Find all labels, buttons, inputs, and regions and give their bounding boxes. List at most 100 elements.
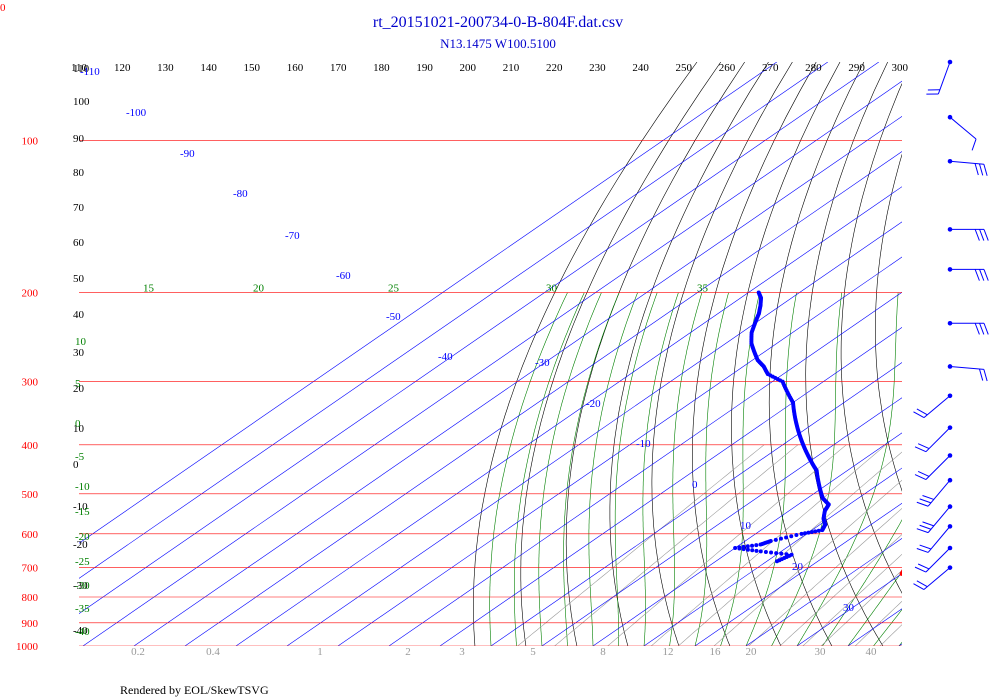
temperature-point <box>990 231 994 235</box>
temperature-point <box>973 273 977 277</box>
dewpoint-point <box>741 547 746 552</box>
temperature-point <box>944 377 948 381</box>
temperature-point <box>953 349 957 353</box>
dry-adiabat <box>651 62 793 646</box>
temperature-point <box>981 252 985 256</box>
temperature-point <box>941 404 945 408</box>
temperature-point <box>968 292 972 296</box>
temperature-point <box>940 429 944 433</box>
temperature-point <box>907 561 911 565</box>
moist-adiabat <box>669 292 703 646</box>
dewpoint-point <box>754 548 759 553</box>
theta-tick-label: 290 <box>848 62 865 74</box>
isotherm-label: 30 <box>843 602 855 614</box>
temperature-point <box>945 368 949 372</box>
mixing-ratio-label: 5 <box>530 646 536 658</box>
temperature-point <box>906 563 910 567</box>
moist-label: 35 <box>697 283 709 295</box>
temperature-point <box>924 492 928 496</box>
isotherm-label: -70 <box>285 230 300 242</box>
moist-adiabat <box>489 292 568 646</box>
temperature-point <box>937 457 941 461</box>
isotherm-label: 0 <box>692 479 698 491</box>
dry-adiabat <box>520 62 722 646</box>
temperature-point <box>968 291 972 295</box>
isotherm-label: 20 <box>792 561 804 573</box>
temperature-point <box>951 352 955 356</box>
dewpoint-point <box>809 529 814 534</box>
temperature-point <box>940 407 944 411</box>
temperature-point <box>909 558 913 562</box>
pressure-tick-label: 700 <box>22 563 39 575</box>
dry-adiabat-label: 50 <box>73 273 85 285</box>
moist-label: 30 <box>546 283 558 295</box>
temperature-point <box>957 335 961 339</box>
isotherm <box>950 62 1000 646</box>
temperature-point <box>955 343 959 347</box>
wind-barb-flag <box>979 269 985 281</box>
moist-adiabat <box>538 292 602 646</box>
temperature-point <box>934 464 938 468</box>
theta-tick-label: 300 <box>892 62 909 74</box>
temperature-point <box>917 512 921 516</box>
temperature-point <box>939 444 943 448</box>
wind-barb-flag <box>917 563 930 570</box>
dry-adiabat <box>875 153 902 492</box>
moist-adiabat <box>614 292 658 646</box>
chart-title: rt_20151021-200734-0-B-804F.dat.csv <box>373 14 623 31</box>
temperature-point <box>944 373 948 377</box>
mixing-ratio-line <box>779 534 902 646</box>
wind-barb-flag <box>978 163 984 176</box>
temperature-point <box>941 424 945 428</box>
temperature-point <box>918 517 922 521</box>
theta-tick-label: 200 <box>460 62 477 74</box>
theta-tick-label: 180 <box>373 62 390 74</box>
dry-adiabat-label: 30 <box>73 347 85 359</box>
temperature-point <box>921 536 925 540</box>
temperature-point <box>944 389 948 393</box>
dry-adiabat <box>692 62 817 646</box>
wind-barb-flag <box>974 163 979 176</box>
temperature-point <box>962 319 966 323</box>
dewpoint-point <box>794 533 799 538</box>
temperature-point <box>923 534 927 538</box>
dewpoint-point <box>763 549 768 554</box>
wind-barb-flag <box>916 501 929 507</box>
wind-barb-station <box>947 158 953 164</box>
mixing-ratio-line <box>678 451 902 646</box>
temperature-point <box>942 421 946 425</box>
pressure-tick-label: 100 <box>22 135 39 147</box>
dewpoint-point <box>769 550 774 555</box>
temperature-point <box>925 490 929 494</box>
temperature-point <box>939 446 943 450</box>
temperature-point <box>948 359 952 363</box>
temperature-point <box>919 539 923 543</box>
dewpoint-point <box>750 548 755 553</box>
isotherm <box>286 221 902 646</box>
pressure-tick-label: 400 <box>22 440 39 452</box>
temperature-point <box>941 423 945 427</box>
temperature-point <box>903 566 907 570</box>
temperature-point <box>918 514 922 518</box>
wind-barb-station <box>947 114 953 120</box>
temperature-point <box>973 275 977 279</box>
wind-barb-flag <box>974 323 980 335</box>
temperature-point <box>917 511 921 515</box>
mixing-ratio-label: 20 <box>746 646 758 658</box>
dry-adiabat-label: -10 <box>73 501 88 513</box>
temperature-point <box>961 315 965 319</box>
temperature-point <box>922 535 926 539</box>
pressure-tick-label: 200 <box>22 288 39 300</box>
dewpoint-point <box>789 534 794 539</box>
isotherm <box>541 397 902 646</box>
isotherm <box>490 362 902 646</box>
temperature-point <box>955 342 959 346</box>
temperature-point <box>976 263 980 267</box>
wind-barb-flag <box>913 583 925 590</box>
wind-barb-staff <box>923 567 951 590</box>
isotherm-label: 10 <box>740 520 752 532</box>
temperature-point <box>914 549 918 553</box>
sounding-data <box>733 231 994 576</box>
temperature-point <box>909 557 913 561</box>
temperature-point <box>944 375 948 379</box>
